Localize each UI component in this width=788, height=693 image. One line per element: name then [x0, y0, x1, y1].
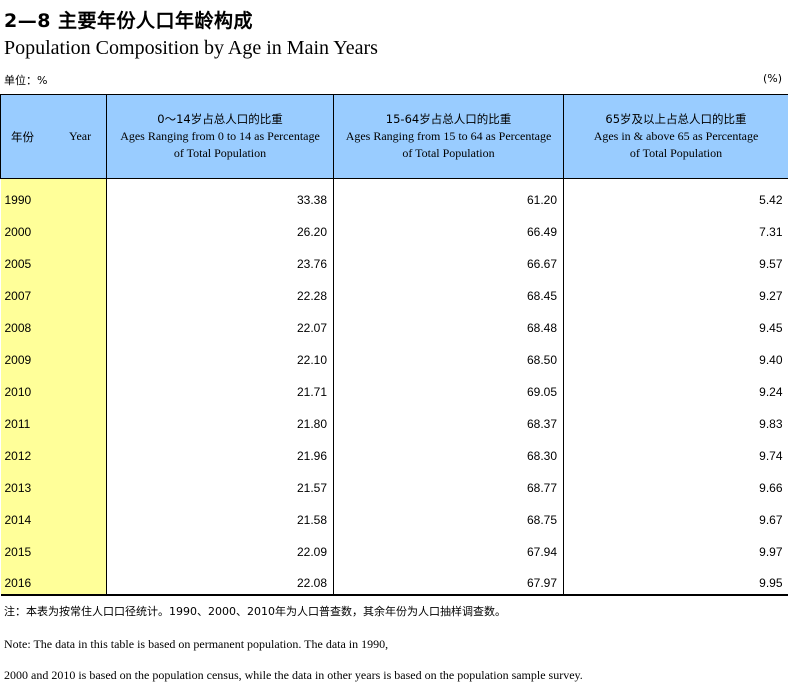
age-15-64-cell: 61.20	[333, 178, 564, 211]
age-0-14-cell: 21.58	[106, 498, 334, 531]
table-row: 2008 22.07 68.48 9.45	[0, 306, 788, 339]
age-65-plus-cell: 9.74	[759, 448, 783, 463]
age-0-14-cell: 21.80	[106, 402, 334, 435]
header-age-0-14-en-a: Ages Ranging from 0 to 14 as Percentage	[120, 129, 320, 143]
year-cell: 2009	[0, 338, 107, 371]
age-15-64-cell: 68.50	[333, 338, 564, 371]
header-age-65-plus-en-a: Ages in & above 65 as Percentage	[593, 129, 759, 143]
note-en-line-2: 2000 and 2010 is based on the population…	[4, 668, 583, 682]
page-title-en: Population Composition by Age in Main Ye…	[4, 37, 378, 59]
header-age-15-64-en-a: Ages Ranging from 15 to 64 as Percentage	[345, 129, 552, 143]
table-row: 2010 21.71 69.05 9.24	[0, 370, 788, 403]
table-row: 2009 22.10 68.50 9.40	[0, 338, 788, 371]
header-age-0-14-cn: 0～14岁占总人口的比重	[157, 112, 283, 126]
year-cell: 2008	[0, 306, 107, 339]
age-65-plus-cell: 9.97	[759, 544, 783, 559]
age-15-64-cell: 66.67	[333, 242, 564, 275]
year-cell: 1990	[0, 178, 107, 211]
table-header-row: 年份 Year 0～14岁占总人口的比重 Ages Ranging from 0…	[0, 94, 788, 179]
age-65-plus-cell: 9.24	[759, 384, 783, 399]
page-title-cn: 2—8 主要年份人口年龄构成	[4, 10, 254, 32]
age-0-14-cell: 22.10	[106, 338, 334, 371]
table-row: 1990 33.38 61.20 5.42	[0, 178, 788, 211]
age-0-14-cell: 21.96	[106, 434, 334, 467]
header-age-65-plus-cn: 65岁及以上占总人口的比重	[605, 112, 747, 126]
age-65-plus-cell: 7.31	[759, 224, 783, 239]
header-age-15-64: 15-64岁占总人口的比重 Ages Ranging from 15 to 64…	[333, 94, 564, 179]
age-15-64-cell: 68.30	[333, 434, 564, 467]
age-0-14-cell: 22.07	[106, 306, 334, 339]
age-0-14-cell: 23.76	[106, 242, 334, 275]
note-en-line-1: Note: The data in this table is based on…	[4, 637, 389, 651]
year-cell: 2015	[0, 530, 107, 563]
age-0-14-cell: 33.38	[106, 178, 334, 211]
age-65-plus-cell: 9.27	[759, 288, 783, 303]
table-row: 2011 21.80 68.37 9.83	[0, 402, 788, 435]
age-0-14-cell: 22.28	[106, 274, 334, 307]
age-15-64-cell: 67.94	[333, 530, 564, 563]
table-row: 2014 21.58 68.75 9.67	[0, 498, 788, 531]
table-row: 2013 21.57 68.77 9.66	[0, 466, 788, 499]
percent-mark: (%)	[762, 72, 782, 85]
header-age-15-64-en-b: of Total Population	[402, 146, 495, 160]
age-65-plus-cell: 9.66	[759, 480, 783, 495]
age-15-64-cell: 66.49	[333, 210, 564, 243]
year-cell: 2007	[0, 274, 107, 307]
header-age-65-plus: 65岁及以上占总人口的比重 Ages in & above 65 as Perc…	[563, 94, 788, 179]
age-0-14-cell: 21.71	[106, 370, 334, 403]
age-65-plus-cell: 9.45	[759, 320, 783, 335]
age-65-plus-cell: 9.83	[759, 416, 783, 431]
year-cell: 2013	[0, 466, 107, 499]
year-cell: 2005	[0, 242, 107, 275]
note-cn: 注：本表为按常住人口口径统计。1990、2000、2010年为人口普查数，其余年…	[4, 605, 506, 618]
header-year-en: Year	[69, 129, 92, 143]
age-65-plus-cell: 5.42	[759, 192, 783, 207]
unit-label: 单位：%	[4, 74, 48, 87]
table-row: 2016 22.08 67.97 9.95	[0, 562, 788, 596]
population-age-table: 年份 Year 0～14岁占总人口的比重 Ages Ranging from 0…	[0, 94, 788, 596]
header-age-0-14-en-b: of Total Population	[173, 146, 267, 160]
header-year-cn: 年份	[11, 130, 34, 144]
header-year: 年份 Year	[0, 94, 107, 179]
age-65-plus-cell: 9.57	[759, 256, 783, 271]
table-row: 2015 22.09 67.94 9.97	[0, 530, 788, 563]
header-age-0-14: 0～14岁占总人口的比重 Ages Ranging from 0 to 14 a…	[106, 94, 334, 179]
year-cell: 2012	[0, 434, 107, 467]
age-15-64-cell: 68.77	[333, 466, 564, 499]
year-cell: 2014	[0, 498, 107, 531]
table-row: 2012 21.96 68.30 9.74	[0, 434, 788, 467]
year-cell: 2000	[0, 210, 107, 243]
header-age-15-64-cn: 15-64岁占总人口的比重	[385, 112, 512, 126]
age-65-plus-cell: 9.95	[563, 562, 788, 596]
table-body: 1990 33.38 61.20 5.42 2000 26.20 66.49 7.31 2005…	[0, 178, 788, 596]
age-15-64-cell: 68.45	[333, 274, 564, 307]
age-0-14-cell: 22.08	[106, 562, 334, 596]
age-65-plus-cell: 9.40	[759, 352, 783, 367]
age-0-14-cell: 26.20	[106, 210, 334, 243]
year-cell: 2016	[0, 562, 107, 596]
header-age-65-plus-en-b: of Total Population	[629, 146, 723, 160]
table-row: 2005 23.76 66.67 9.57	[0, 242, 788, 275]
table-row: 2000 26.20 66.49 7.31	[0, 210, 788, 243]
age-65-plus-cell: 9.67	[759, 512, 783, 527]
age-0-14-cell: 22.09	[106, 530, 334, 563]
age-15-64-cell: 68.75	[333, 498, 564, 531]
age-15-64-cell: 67.97	[333, 562, 564, 596]
table-row: 2007 22.28 68.45 9.27	[0, 274, 788, 307]
year-cell: 2010	[0, 370, 107, 403]
age-15-64-cell: 68.48	[333, 306, 564, 339]
age-15-64-cell: 68.37	[333, 402, 564, 435]
age-0-14-cell: 21.57	[106, 466, 334, 499]
year-cell: 2011	[0, 402, 107, 435]
age-15-64-cell: 69.05	[333, 370, 564, 403]
